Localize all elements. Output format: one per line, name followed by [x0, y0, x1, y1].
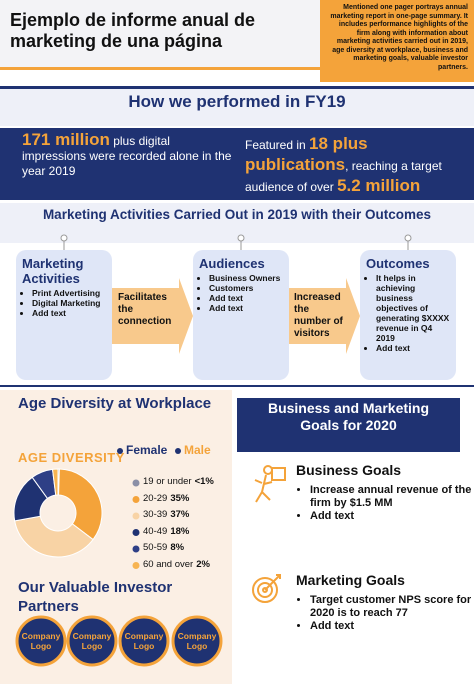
gender-label: Male — [184, 443, 211, 457]
goal-list: Target customer NPS score for 2020 is to… — [300, 594, 474, 633]
impressions-highlight: 171 million — [22, 130, 110, 149]
legend-dot — [132, 545, 140, 553]
publications: Featured in 18 plus publications, reachi… — [245, 134, 465, 197]
gender-label: Female — [126, 443, 168, 457]
legend-dot — [132, 529, 140, 536]
age-range: 40-49 — [143, 525, 168, 537]
box-item: Add text — [209, 293, 283, 303]
goal-title: Marketing Goals — [296, 572, 405, 588]
activities-heading: Marketing Activities Carried Out in 2019… — [42, 207, 432, 222]
audience-highlight: 5.2 million — [337, 176, 421, 195]
legend-row: 60 and over 2% — [143, 559, 210, 570]
box-item: Digital Marketing — [32, 298, 106, 308]
goal-item: Add text — [310, 620, 474, 633]
goal-item: Add text — [310, 510, 474, 523]
gender-dot — [117, 448, 123, 454]
arrow — [112, 278, 193, 354]
connector-dot — [237, 234, 245, 242]
legend-row: 50-59 8% — [143, 542, 184, 553]
summary: Mentioned one pager portrays annual mark… — [320, 0, 474, 82]
marketing-icon — [252, 574, 281, 603]
box-title: Outcomes — [366, 256, 430, 271]
logo-text: Company Logo — [177, 631, 217, 651]
legend-dot — [132, 512, 140, 520]
header-band — [0, 0, 320, 70]
activity-box: Marketing ActivitiesPrint AdvertisingDig… — [16, 250, 112, 380]
age-percent: 8% — [170, 542, 185, 553]
legend-dot — [132, 496, 140, 503]
donut-slice — [51, 468, 59, 496]
goals-heading: Business and Marketing Goals for 2020 — [237, 398, 460, 452]
legend-row: 30-39 37% — [143, 509, 189, 520]
arrow-text: Increased the number of visitors — [294, 292, 343, 339]
activity-box: AudiencesBusiness OwnersCustomersAdd tex… — [193, 250, 289, 380]
activity-box: Outcomes It helps in achieving business o… — [360, 250, 456, 380]
age-range: 19 or under — [143, 476, 192, 487]
connector-dot — [404, 234, 412, 242]
box-item: It helps in achieving business objective… — [376, 273, 450, 343]
box-title: Audiences — [199, 256, 265, 271]
logo-circle — [171, 615, 223, 667]
performance-heading: How we performed in FY19 — [128, 92, 346, 111]
legend-dot — [132, 562, 140, 569]
investors-heading: Our Valuable Investor Partners — [18, 579, 173, 615]
impressions: 171 million plus digital impressions wer… — [22, 130, 232, 179]
box-list: Print AdvertisingDigital MarketingAdd te… — [22, 288, 106, 318]
arrow — [288, 278, 360, 354]
stats-band — [0, 128, 474, 200]
business-icon — [254, 465, 286, 503]
box-title: Marketing Activities — [22, 256, 84, 286]
legend-row: 19 or under <1% — [143, 476, 214, 487]
age-range: 30-39 — [143, 509, 168, 520]
goal-item: Increase annual revenue of the firm by $… — [310, 484, 474, 510]
activities-band — [0, 203, 474, 243]
publications-prefix: Featured in — [245, 138, 306, 152]
age-percent: 2% — [196, 558, 210, 570]
box-item: Customers — [209, 283, 283, 293]
legend-row: 40-49 18% — [143, 526, 189, 537]
age-percent: <1% — [194, 476, 214, 487]
donut-slice — [58, 468, 103, 541]
age-range: 60 and over — [143, 558, 194, 570]
age-percent: 37% — [170, 509, 190, 520]
arrow-text: Facilitates the connection — [118, 292, 172, 327]
age-percent: 35% — [170, 492, 190, 504]
logo-text: Company Logo — [21, 631, 61, 651]
age-heading: Age Diversity at Workplace — [18, 395, 212, 412]
legend-dot — [132, 479, 140, 487]
donut-slice — [14, 515, 94, 558]
box-list: It helps in achieving business objective… — [366, 273, 450, 353]
title: Ejemplo de informe anual de marketing de… — [10, 10, 256, 51]
legend-row: 20-29 35% — [143, 493, 189, 504]
goal-item: Target customer NPS score for 2020 is to… — [310, 594, 474, 620]
box-item: Print Advertising — [32, 288, 106, 298]
logo-circle — [15, 615, 67, 667]
logo-circle — [66, 615, 118, 667]
publications-middle: , reaching a target audience of over — [245, 159, 442, 194]
divider — [0, 385, 474, 387]
logo-text: Company Logo — [124, 631, 164, 651]
connector-dot — [60, 234, 68, 242]
logo-text: Company Logo — [72, 631, 112, 651]
impressions-text: plus digital impressions were recorded a… — [22, 134, 232, 178]
age-range: 50-59 — [143, 542, 168, 553]
logo-circle — [118, 615, 170, 667]
box-item: Add text — [376, 343, 450, 353]
box-item: Business Owners — [209, 273, 283, 283]
goal-title: Business Goals — [296, 462, 402, 478]
age-range: 20-29 — [143, 492, 168, 504]
chart-label: AGE DIVERSITY — [18, 450, 125, 465]
goal-list: Increase annual revenue of the firm by $… — [300, 484, 474, 523]
age-percent: 18% — [170, 525, 190, 537]
publications-highlight: 18 plus publications — [245, 134, 368, 174]
box-item: Add text — [209, 303, 283, 313]
box-item: Add text — [32, 308, 106, 318]
performance-band — [0, 86, 474, 126]
box-list: Business OwnersCustomersAdd textAdd text — [199, 273, 283, 313]
gender-dot — [175, 448, 181, 454]
